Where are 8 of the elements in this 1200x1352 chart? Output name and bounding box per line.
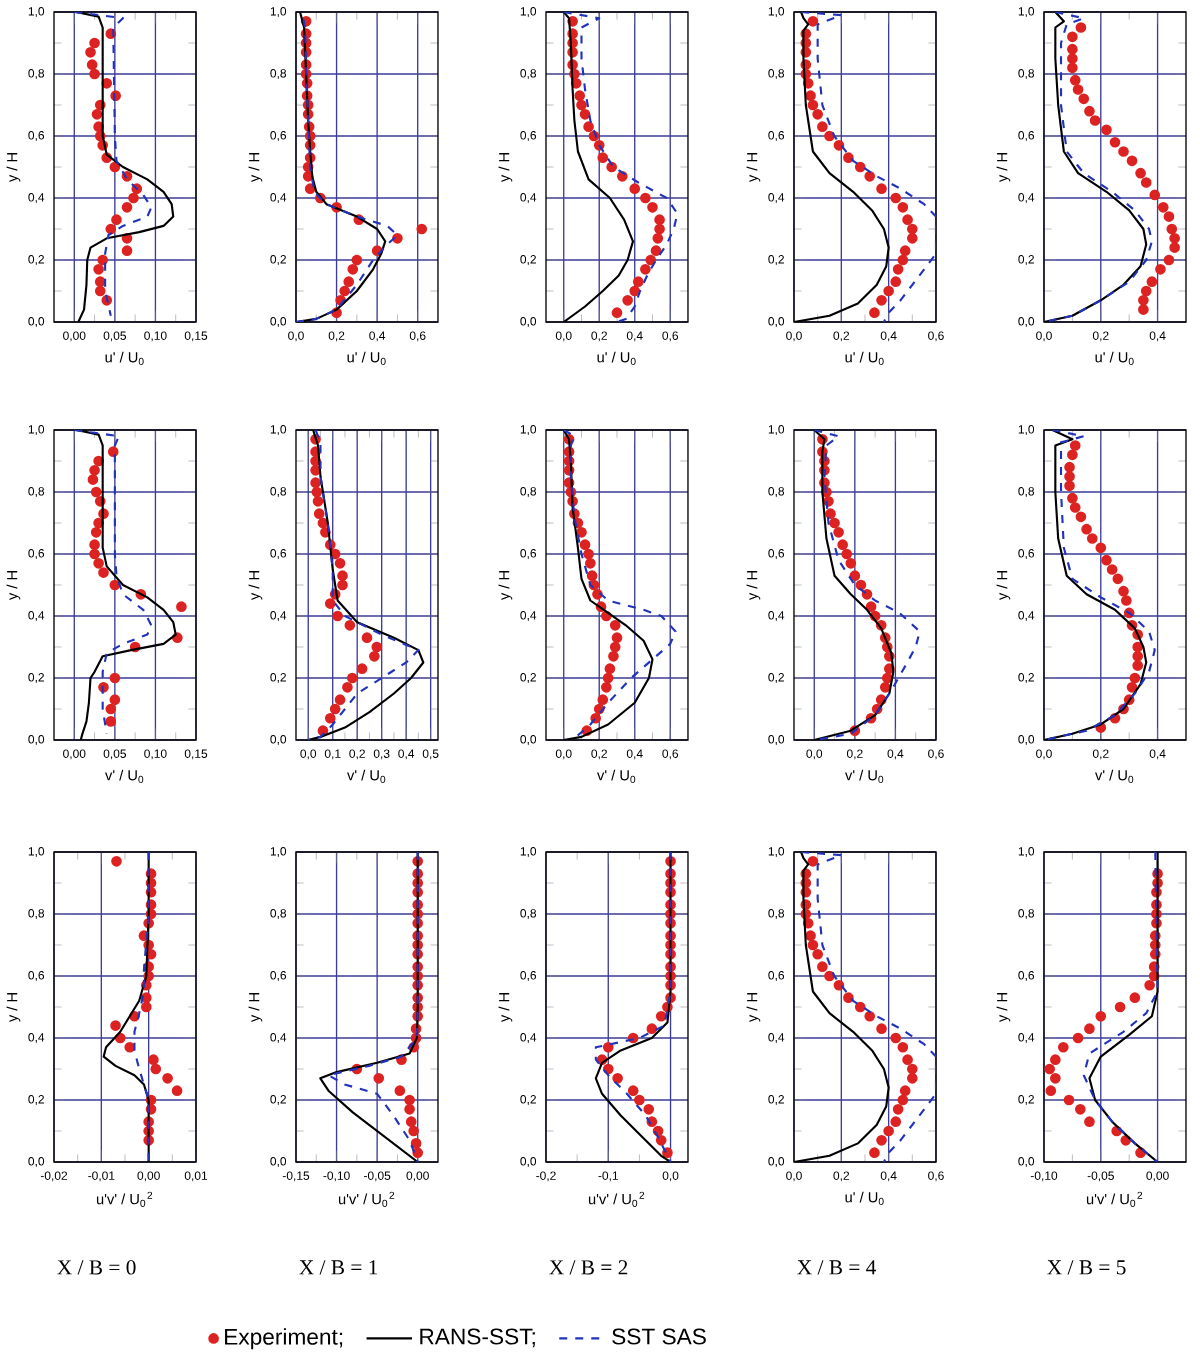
text: X / B = 4	[797, 1260, 877, 1275]
legend-label: SST SAS	[612, 1328, 706, 1345]
text: X / B = 5	[1047, 1260, 1126, 1275]
text: X / B = 1	[299, 1260, 378, 1275]
legend-label: RANS-SST;	[420, 1328, 535, 1348]
legend-label: Experiment;	[225, 1328, 343, 1350]
text: X / B = 2	[549, 1260, 628, 1275]
text: X / B = 0	[57, 1260, 136, 1275]
